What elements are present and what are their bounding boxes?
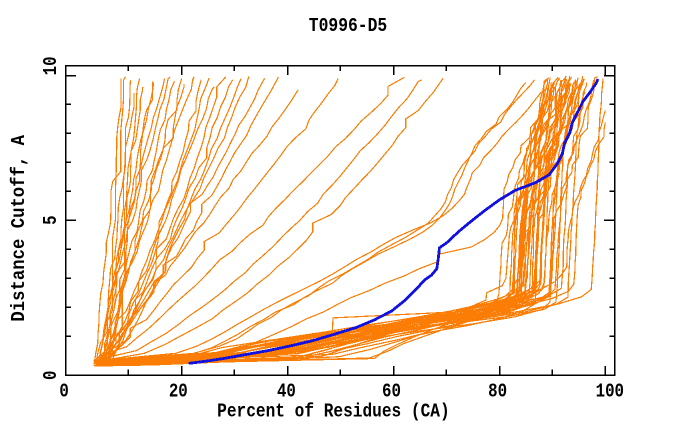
svg-text:80: 80 [488,381,507,403]
svg-text:Distance Cutoff, A: Distance Cutoff, A [9,135,30,322]
svg-text:0: 0 [41,371,63,380]
svg-text:20: 20 [169,381,188,403]
svg-text:T0996-D5: T0996-D5 [309,16,387,37]
svg-text:Percent of Residues (CA): Percent of Residues (CA) [217,401,449,423]
svg-text:40: 40 [277,381,296,403]
svg-text:5: 5 [41,215,63,224]
svg-text:10: 10 [41,56,63,75]
svg-text:60: 60 [382,381,401,403]
svg-text:0: 0 [59,381,68,403]
svg-text:100: 100 [596,381,624,403]
